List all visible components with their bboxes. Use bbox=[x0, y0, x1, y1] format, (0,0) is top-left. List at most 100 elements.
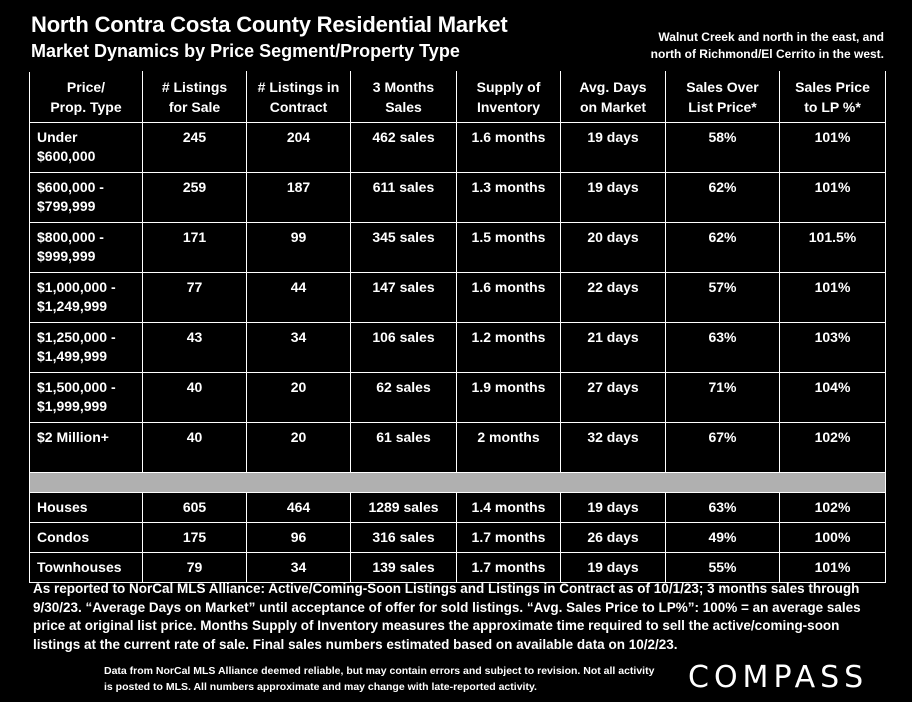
table-cell-listings: 245 bbox=[142, 122, 247, 173]
table-cell-contract: 464 bbox=[246, 492, 351, 523]
table-cell-lp: 100% bbox=[779, 522, 886, 553]
table-cell-listings: 43 bbox=[142, 322, 247, 373]
table-cell-listings: 79 bbox=[142, 552, 247, 583]
table-cell-contract: 187 bbox=[246, 172, 351, 223]
table-cell-days: 19 days bbox=[560, 172, 666, 223]
market-table: Price/Prop. Type # Listings for Sale # Li… bbox=[29, 71, 886, 583]
table-cell-sales: 106 sales bbox=[350, 322, 457, 373]
column-header: Avg. Days on Market bbox=[560, 71, 666, 123]
table-cell-over: 62% bbox=[665, 172, 780, 223]
table-cell-supply: 1.7 months bbox=[456, 552, 561, 583]
table-cell-listings: 605 bbox=[142, 492, 247, 523]
table-cell-sales: 611 sales bbox=[350, 172, 457, 223]
table-cell-over: 62% bbox=[665, 222, 780, 273]
row-label: $1,000,000 - $1,249,999 bbox=[29, 272, 143, 323]
table-cell-supply: 1.6 months bbox=[456, 272, 561, 323]
table-cell-listings: 171 bbox=[142, 222, 247, 273]
table-cell-listings: 40 bbox=[142, 372, 247, 423]
table-cell-lp: 101% bbox=[779, 122, 886, 173]
table-cell-sales: 139 sales bbox=[350, 552, 457, 583]
column-header: Sales Over List Price* bbox=[665, 71, 780, 123]
table-cell-sales: 147 sales bbox=[350, 272, 457, 323]
table-row: $1,000,000 - $1,249,999 77 44 147 sales 1.6 m… bbox=[29, 272, 886, 323]
table-cell-supply: 1.3 months bbox=[456, 172, 561, 223]
table-cell-contract: 99 bbox=[246, 222, 351, 273]
column-header: 3 Months Sales bbox=[350, 71, 457, 123]
table-cell-supply: 1.4 months bbox=[456, 492, 561, 523]
row-label: $600,000 - $799,999 bbox=[29, 172, 143, 223]
table-cell-lp: 102% bbox=[779, 422, 886, 473]
table-cell-supply: 1.5 months bbox=[456, 222, 561, 273]
table-cell-days: 21 days bbox=[560, 322, 666, 373]
table-cell-contract: 96 bbox=[246, 522, 351, 553]
column-header: # Listings for Sale bbox=[142, 71, 247, 123]
table-cell-over: 57% bbox=[665, 272, 780, 323]
table-cell-contract: 34 bbox=[246, 322, 351, 373]
table-cell-over: 49% bbox=[665, 522, 780, 553]
row-label: $1,250,000 - $1,499,999 bbox=[29, 322, 143, 373]
table-cell-days: 19 days bbox=[560, 122, 666, 173]
column-header: Price/Prop. Type bbox=[29, 71, 143, 123]
row-label: Under $600,000 bbox=[29, 122, 143, 173]
table-cell-lp: 101% bbox=[779, 172, 886, 223]
table-cell-days: 19 days bbox=[560, 492, 666, 523]
table-cell-listings: 77 bbox=[142, 272, 247, 323]
table-cell-contract: 34 bbox=[246, 552, 351, 583]
table-row: $1,250,000 - $1,499,999 43 34 106 sales 1.2 m… bbox=[29, 322, 886, 373]
table-cell-listings: 175 bbox=[142, 522, 247, 553]
table-cell-listings: 40 bbox=[142, 422, 247, 473]
table-cell-days: 20 days bbox=[560, 222, 666, 273]
table-cell-lp: 101.5% bbox=[779, 222, 886, 273]
table-cell-lp: 101% bbox=[779, 552, 886, 583]
table-row: $600,000 - $799,999 259 187 611 sales 1.3 mon… bbox=[29, 172, 886, 223]
page-subtitle: Market Dynamics by Price Segment/Propert… bbox=[31, 41, 460, 61]
table-cell-days: 22 days bbox=[560, 272, 666, 323]
table-cell-over: 58% bbox=[665, 122, 780, 173]
table-cell-days: 27 days bbox=[560, 372, 666, 423]
table-cell-over: 67% bbox=[665, 422, 780, 473]
table-cell-over: 71% bbox=[665, 372, 780, 423]
table-cell-listings: 259 bbox=[142, 172, 247, 223]
footnote: As reported to NorCal MLS Alliance: Acti… bbox=[33, 581, 861, 652]
table-row: Houses 605 464 1289 sales 1.4 months 19 days 6… bbox=[29, 492, 886, 523]
table-cell-lp: 102% bbox=[779, 492, 886, 523]
table-cell-contract: 20 bbox=[246, 422, 351, 473]
column-header: Supply of Inventory bbox=[456, 71, 561, 123]
table-cell-contract: 20 bbox=[246, 372, 351, 423]
region-note: Walnut Creek and north in the east, and … bbox=[651, 29, 884, 63]
table-cell-over: 55% bbox=[665, 552, 780, 583]
table-cell-sales: 345 sales bbox=[350, 222, 457, 273]
table-cell-contract: 204 bbox=[246, 122, 351, 173]
table-cell-supply: 1.7 months bbox=[456, 522, 561, 553]
table-cell-days: 26 days bbox=[560, 522, 666, 553]
table-cell-lp: 101% bbox=[779, 272, 886, 323]
table-cell-contract: 44 bbox=[246, 272, 351, 323]
table-cell-over: 63% bbox=[665, 492, 780, 523]
table-cell-days: 32 days bbox=[560, 422, 666, 473]
region-note-line: Walnut Creek and north in the east, and bbox=[658, 30, 884, 44]
table-cell-lp: 104% bbox=[779, 372, 886, 423]
table-cell-sales: 62 sales bbox=[350, 372, 457, 423]
row-label: $800,000 - $999,999 bbox=[29, 222, 143, 273]
disclaimer: Data from NorCal MLS Alliance deemed rel… bbox=[104, 665, 655, 693]
table-row: $800,000 - $999,999 171 99 345 sales 1.5 mont… bbox=[29, 222, 886, 273]
table-cell-supply: 2 months bbox=[456, 422, 561, 473]
compass-logo: COMPASS bbox=[688, 660, 869, 695]
table-cell-supply: 1.9 months bbox=[456, 372, 561, 423]
table-cell-sales: 61 sales bbox=[350, 422, 457, 473]
column-header: Sales Price to LP %* bbox=[779, 71, 886, 123]
column-header: # Listings in Contract bbox=[246, 71, 351, 123]
row-label: Houses bbox=[29, 492, 143, 523]
table-cell-days: 19 days bbox=[560, 552, 666, 583]
table-cell-supply: 1.2 months bbox=[456, 322, 561, 373]
table-row: $1,500,000 - $1,999,999 40 20 62 sales 1.9 mo… bbox=[29, 372, 886, 423]
section-divider bbox=[29, 472, 886, 493]
table-row: Townhouses 79 34 139 sales 1.7 months 19 days… bbox=[29, 552, 886, 583]
table-cell-sales: 316 sales bbox=[350, 522, 457, 553]
table-cell-lp: 103% bbox=[779, 322, 886, 373]
table-cell-sales: 1289 sales bbox=[350, 492, 457, 523]
row-label: $1,500,000 - $1,999,999 bbox=[29, 372, 143, 423]
table-cell-over: 63% bbox=[665, 322, 780, 373]
page-title: North Contra Costa County Residential Ma… bbox=[31, 12, 508, 37]
row-label: $2 Million+ bbox=[29, 422, 143, 473]
